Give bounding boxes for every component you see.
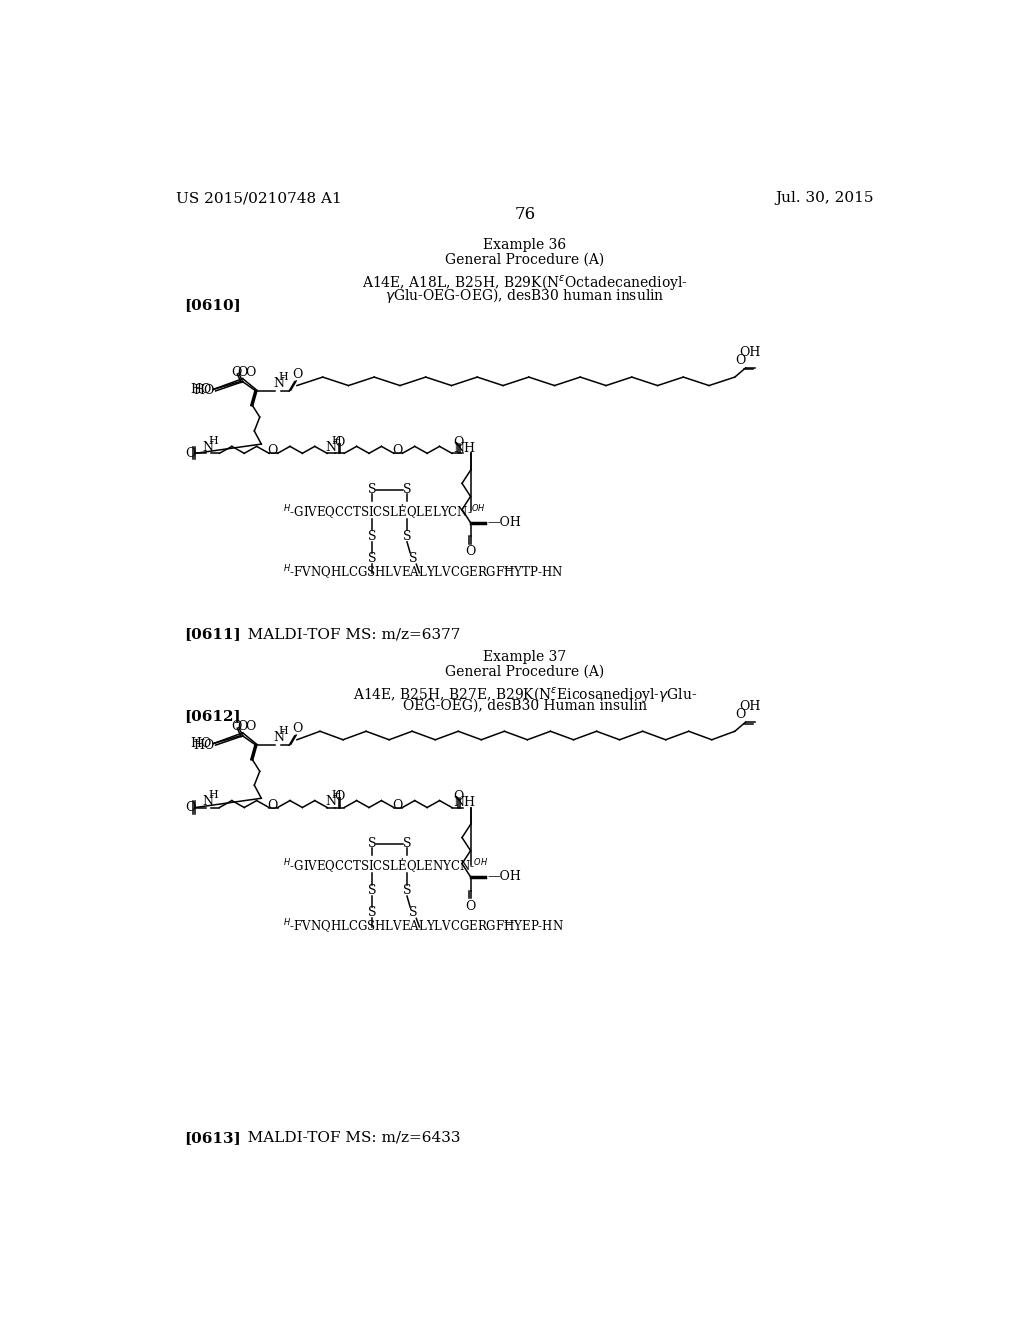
Text: N: N (272, 376, 284, 389)
Text: Example 37: Example 37 (483, 651, 566, 664)
Text: O: O (735, 708, 745, 721)
Text: O: O (246, 721, 256, 733)
Text: A14E, B25H, B27E, B29K(N$^{\varepsilon}$Eicosanedioyl-$\gamma$Glu-: A14E, B25H, B27E, B29K(N$^{\varepsilon}$… (352, 685, 697, 704)
Text: S: S (409, 552, 418, 565)
Text: O: O (238, 366, 248, 379)
Text: HO: HO (194, 384, 215, 397)
Text: MALDI-TOF MS: m/z=6433: MALDI-TOF MS: m/z=6433 (232, 1131, 460, 1144)
Text: O: O (335, 791, 345, 804)
Text: HO: HO (190, 737, 212, 750)
Text: HO: HO (190, 383, 212, 396)
Text: H: H (279, 372, 289, 381)
Text: S: S (368, 552, 377, 565)
Text: O: O (292, 367, 302, 380)
Text: A14E, A18L, B25H, B29K(N$^{\varepsilon}$Octadecanedioyl-: A14E, A18L, B25H, B29K(N$^{\varepsilon}$… (361, 273, 688, 292)
Text: [0612]: [0612] (183, 709, 241, 723)
Text: S: S (368, 907, 377, 920)
Text: N: N (326, 441, 337, 454)
Text: O: O (454, 791, 464, 804)
Text: S: S (368, 529, 377, 543)
Text: N: N (326, 795, 337, 808)
Text: [0611]: [0611] (183, 627, 241, 642)
Text: —OH: —OH (487, 870, 521, 883)
Text: Example 36: Example 36 (483, 239, 566, 252)
Text: $^{H}$-GIVEQCCTSICSLĖQLELYCN-$^{OH}$: $^{H}$-GIVEQCCTSICSLĖQLELYCN-$^{OH}$ (283, 502, 485, 520)
Text: OH: OH (739, 346, 761, 359)
Text: $\gamma$Glu-OEG-OEG), desB30 human insulin: $\gamma$Glu-OEG-OEG), desB30 human insul… (385, 286, 665, 305)
Text: N: N (203, 795, 213, 808)
Text: O: O (267, 799, 279, 812)
Text: N: N (203, 441, 213, 454)
Text: General Procedure (A): General Procedure (A) (445, 252, 604, 267)
Text: O: O (267, 445, 279, 458)
Text: H: H (208, 791, 218, 800)
Text: O: O (184, 446, 196, 459)
Text: S: S (368, 884, 377, 898)
Text: N: N (272, 731, 284, 744)
Text: S: S (402, 529, 412, 543)
Text: OEG-OEG), desB30 Human insulin: OEG-OEG), desB30 Human insulin (402, 700, 647, 713)
Text: S: S (368, 837, 377, 850)
Text: S: S (402, 884, 412, 898)
Text: S: S (409, 907, 418, 920)
Text: 76: 76 (514, 206, 536, 223)
Text: H: H (332, 791, 341, 800)
Text: O: O (392, 799, 402, 812)
Text: NH: NH (454, 442, 475, 455)
Text: H: H (279, 726, 289, 737)
Text: HO: HO (194, 739, 215, 751)
Text: O: O (454, 436, 464, 449)
Text: $^{H}$-FVNQHLCGSHLVEALYLVCGERGFĦYEP-HN: $^{H}$-FVNQHLCGSHLVEALYLVCGERGFĦYEP-HN (283, 917, 564, 936)
Text: [0613]: [0613] (183, 1131, 241, 1144)
Text: S: S (402, 837, 412, 850)
Text: NH: NH (454, 796, 475, 809)
Text: O: O (392, 445, 402, 458)
Text: S: S (402, 483, 412, 496)
Text: H: H (332, 436, 341, 446)
Text: US 2015/0210748 A1: US 2015/0210748 A1 (176, 191, 342, 206)
Text: O: O (292, 722, 302, 735)
Text: O: O (184, 801, 196, 814)
Text: O: O (335, 436, 345, 449)
Text: O: O (465, 545, 476, 558)
Text: $^{H}$-FVNQHLCGSHLVEALYLVCGERGFĦYTP-HN: $^{H}$-FVNQHLCGSHLVEALYLVCGERGFĦYTP-HN (283, 564, 563, 582)
Text: O: O (735, 354, 745, 367)
Text: General Procedure (A): General Procedure (A) (445, 664, 604, 678)
Text: MALDI-TOF MS: m/z=6377: MALDI-TOF MS: m/z=6377 (232, 627, 460, 642)
Text: OH: OH (739, 700, 761, 713)
Text: O: O (231, 366, 242, 379)
Text: O: O (231, 721, 242, 733)
Text: —OH: —OH (487, 516, 521, 529)
Text: H: H (208, 436, 218, 446)
Text: $^{H}$-GIVEQCCTSICSLĖQLENYCN-$^{OH}$: $^{H}$-GIVEQCCTSICSLĖQLENYCN-$^{OH}$ (283, 857, 488, 874)
Text: O: O (246, 366, 256, 379)
Text: [0610]: [0610] (183, 298, 241, 312)
Text: Jul. 30, 2015: Jul. 30, 2015 (775, 191, 873, 206)
Text: O: O (465, 899, 476, 912)
Text: S: S (368, 483, 377, 496)
Text: O: O (238, 721, 248, 733)
